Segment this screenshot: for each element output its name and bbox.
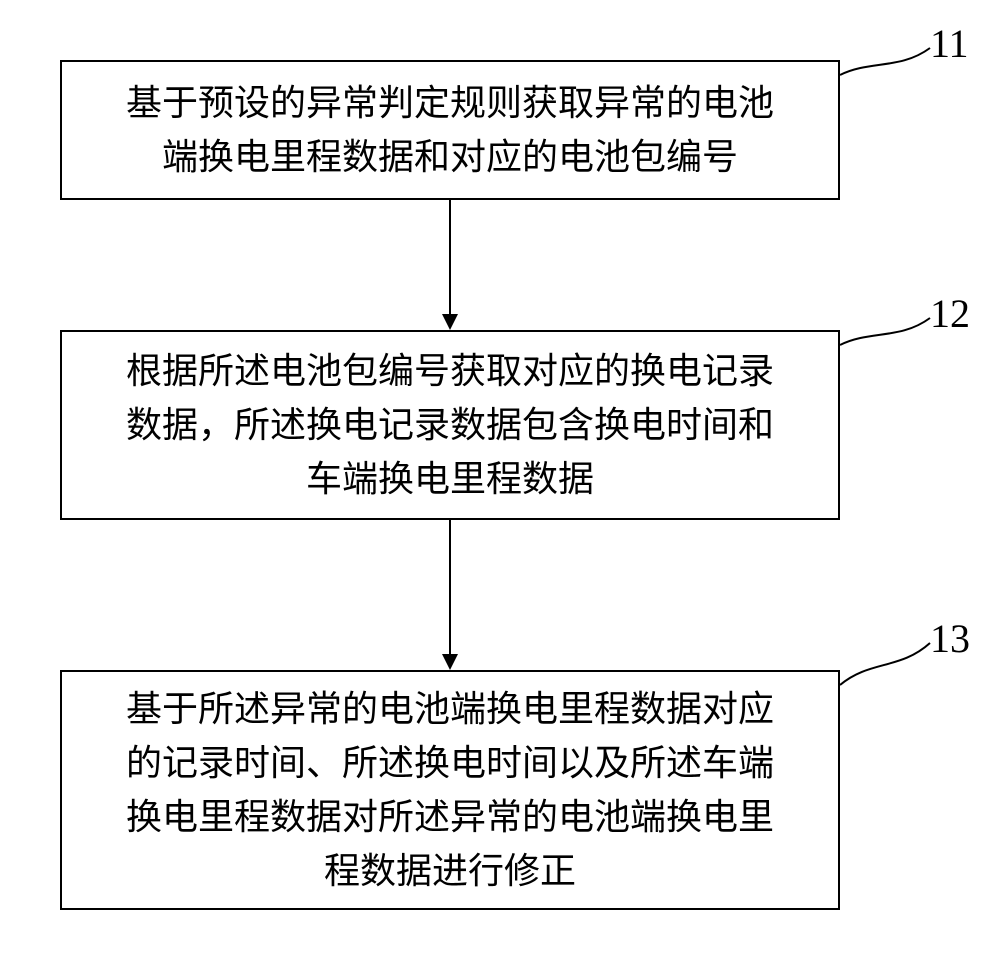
step-label-13: 13: [930, 615, 970, 662]
flow-step-3-text: 基于所述异常的电池端换电里程数据对应 的记录时间、所述换电时间以及所述车端 换电…: [126, 682, 774, 898]
flow-step-2-text: 根据所述电池包编号获取对应的换电记录 数据，所述换电记录数据包含换电时间和 车端…: [126, 344, 774, 506]
arrow-1-to-2: [449, 200, 451, 315]
arrow-head-1-to-2: [442, 314, 458, 330]
flow-step-1: 基于预设的异常判定规则获取异常的电池 端换电里程数据和对应的电池包编号: [60, 60, 840, 200]
arrow-head-2-to-3: [442, 654, 458, 670]
step-label-11: 11: [930, 20, 969, 67]
arrow-2-to-3: [449, 520, 451, 655]
flow-step-1-text: 基于预设的异常判定规则获取异常的电池 端换电里程数据和对应的电池包编号: [126, 76, 774, 184]
step-label-12: 12: [930, 290, 970, 337]
flowchart-container: 基于预设的异常判定规则获取异常的电池 端换电里程数据和对应的电池包编号 11 根…: [0, 0, 1000, 960]
flow-step-3: 基于所述异常的电池端换电里程数据对应 的记录时间、所述换电时间以及所述车端 换电…: [60, 670, 840, 910]
flow-step-2: 根据所述电池包编号获取对应的换电记录 数据，所述换电记录数据包含换电时间和 车端…: [60, 330, 840, 520]
